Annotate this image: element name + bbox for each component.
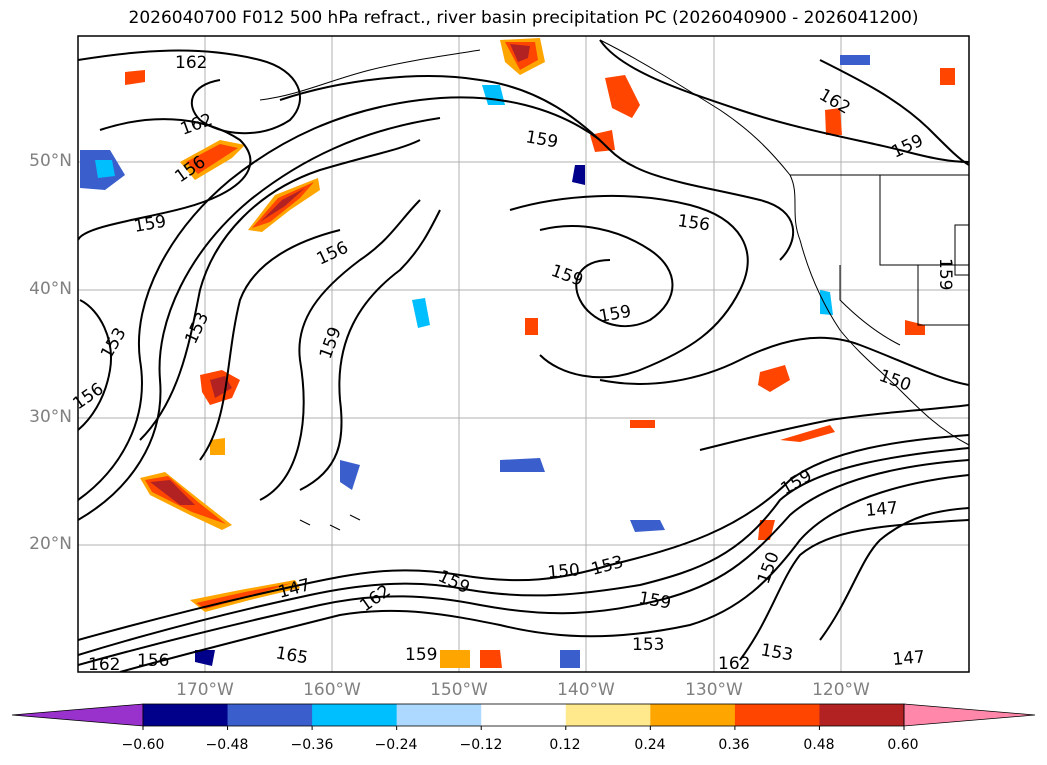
colorbar-segment [734,704,820,726]
colorbar-segment [143,704,229,726]
lon-label: 150°W [430,680,488,700]
lon-label: 120°W [812,680,870,700]
colorbar-segment [312,704,398,726]
colorbar-tick: 0.36 [718,737,750,753]
colorbar-tick: −0.24 [374,737,418,753]
lon-label: 140°W [557,680,615,700]
contour-label: 150 [547,560,581,583]
colorbar-segment [227,704,313,726]
colorbar-tick: 0.24 [634,737,666,753]
map-title: 2026040700 F012 500 hPa refract., river … [128,8,919,28]
coastlines [259,39,969,531]
colorbar-outline [142,703,905,727]
colorbar-segment [481,704,567,726]
contour-label: 147 [865,498,899,521]
colorbar-segment [396,704,482,726]
colorbar [11,703,1036,730]
contour-label: 153 [632,635,664,655]
lon-label: 130°W [685,680,743,700]
colorbar-tick: −0.12 [459,737,503,753]
contour-label: 156 [676,211,711,235]
colorbar-tick: −0.36 [290,737,334,753]
contour-label: 162 [718,654,750,674]
colorbar-tick: 0.60 [887,737,919,753]
colorbar-tick: 0.48 [803,737,835,753]
colorbar-extend-high [903,703,1036,727]
colorbar-segment [565,704,651,726]
contour-label: 147 [892,647,926,670]
refractivity-contours [78,39,969,672]
lat-label: 50°N [29,151,72,171]
contour-label: 159 [405,645,437,665]
contour-label: 159 [935,258,955,290]
graticule [78,36,969,672]
colorbar-extend-low [11,703,144,727]
colorbar-segment [819,704,905,726]
contour-label: 162 [88,655,120,675]
map-frame [77,35,970,673]
colorbar-tick: −0.48 [205,737,249,753]
colorbar-segment [650,704,736,726]
lat-label: 20°N [29,534,72,554]
lon-label: 170°W [176,680,234,700]
lat-label: 40°N [29,279,72,299]
colorbar-tick: 0.12 [549,737,581,753]
contour-label: 162 [175,53,207,73]
lat-label: 30°N [29,407,72,427]
contour-label: 156 [137,651,169,671]
lon-label: 160°W [303,680,361,700]
colorbar-tick: −0.60 [121,737,165,753]
